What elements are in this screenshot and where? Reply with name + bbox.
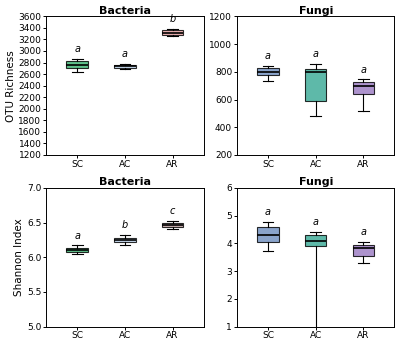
Text: a: a [313, 49, 319, 59]
Text: a: a [122, 49, 128, 59]
Text: a: a [313, 217, 319, 227]
PathPatch shape [353, 82, 374, 94]
PathPatch shape [162, 222, 183, 227]
PathPatch shape [257, 68, 279, 75]
Title: Fungi: Fungi [298, 177, 333, 187]
Text: a: a [74, 231, 80, 240]
Text: b: b [122, 220, 128, 230]
Text: a: a [360, 227, 366, 237]
PathPatch shape [114, 238, 136, 242]
PathPatch shape [257, 227, 279, 242]
Y-axis label: OTU Richness: OTU Richness [6, 50, 16, 121]
Y-axis label: Shannon Index: Shannon Index [14, 218, 24, 296]
PathPatch shape [162, 30, 183, 35]
Title: Bacteria: Bacteria [99, 6, 151, 16]
Title: Fungi: Fungi [298, 6, 333, 16]
PathPatch shape [305, 235, 326, 246]
PathPatch shape [353, 245, 374, 256]
PathPatch shape [114, 65, 136, 68]
PathPatch shape [66, 247, 88, 253]
Title: Bacteria: Bacteria [99, 177, 151, 187]
Text: c: c [170, 206, 175, 216]
Text: a: a [74, 44, 80, 54]
Text: a: a [360, 65, 366, 74]
PathPatch shape [305, 69, 326, 101]
PathPatch shape [66, 61, 88, 68]
Text: a: a [265, 51, 271, 61]
Text: b: b [170, 14, 176, 24]
Text: a: a [265, 207, 271, 217]
